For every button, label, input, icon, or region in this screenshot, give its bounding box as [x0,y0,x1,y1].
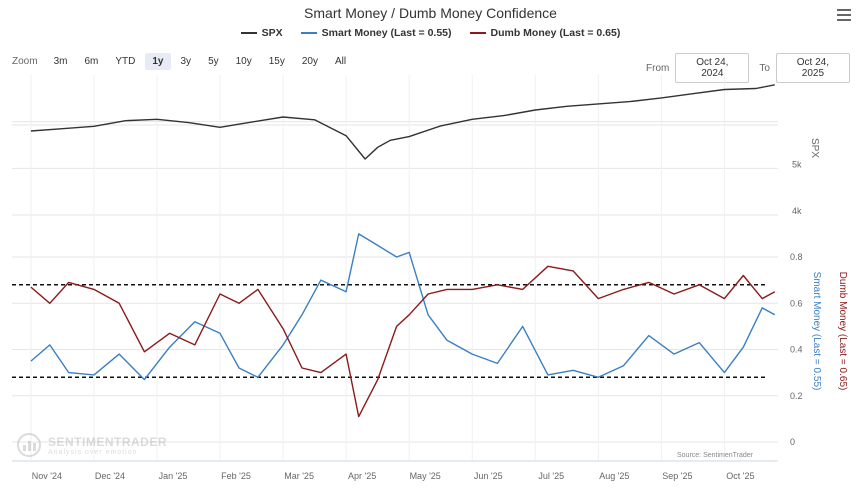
x-tick-label: Dec '24 [95,471,125,481]
spx-axis-title: SPX [809,138,820,158]
x-tick-label: Sep '25 [662,471,692,481]
zoom-button-15y[interactable]: 15y [268,56,285,67]
zoom-button-1y[interactable]: 1y [145,53,171,70]
x-tick-label: Aug '25 [599,471,629,481]
legend-swatch-dumb-money [469,32,486,34]
dumb-money-line [30,265,776,418]
confidence-tick-label: 0.2 [790,391,803,401]
spx-tick-label: 4k [792,206,802,216]
confidence-tick-label: 0.4 [790,345,803,355]
gridlines [12,75,778,462]
legend-item-dumb-money[interactable]: Dumb Money (Last = 0.65) [469,27,621,39]
x-tick-label: Jun '25 [474,471,503,481]
spx-tick-label: 5k [792,159,802,169]
zoom-button-3y[interactable]: 3y [180,56,192,67]
range-selector: From Oct 24, 2024 To Oct 24, 2025 [646,53,850,83]
watermark-brand: SENTIMENTRADER [48,434,168,449]
chart-title: Smart Money / Dumb Money Confidence [304,5,557,21]
x-tick-label: Feb '25 [221,471,251,481]
legend-item-spx[interactable]: SPX [240,27,283,39]
zoom-button-5y[interactable]: 5y [208,56,219,67]
hamburger-menu-icon[interactable] [837,9,851,21]
zoom-button-3m[interactable]: 3m [53,56,68,67]
legend-label-dumb-money: Dumb Money (Last = 0.65) [490,27,621,39]
legend-item-smart-money[interactable]: Smart Money (Last = 0.55) [300,27,452,39]
zoom-bar: Zoom 3m 6m YTD 1y 3y 5y 10y 15y 20y All [12,53,353,70]
reference-lines [12,284,766,378]
confidence-tick-label: 0 [790,437,795,447]
legend-swatch-spx [240,32,257,34]
x-tick-label: Apr '25 [348,471,376,481]
series-lines [30,84,776,418]
x-axis: Nov '24 Dec '24 Jan '25 Feb '25 Mar '25 Apr '… [32,471,755,481]
legend: SPX Smart Money (Last = 0.55) Dumb Money… [0,27,861,39]
spx-line [30,84,775,160]
x-tick-label: Mar '25 [284,471,314,481]
zoom-button-ytd[interactable]: YTD [115,56,136,67]
smart-money-axis-title: Smart Money (Last = 0.55) [811,272,822,391]
legend-label-spx: SPX [261,27,283,39]
watermark-tagline: Analysis over emotion [48,448,138,456]
confidence-tick-label: 0.6 [790,298,803,308]
watermark-logo: SENTIMENTRADER Analysis over emotion [16,432,167,458]
watermark-icon [17,433,41,457]
x-tick-label: Nov '24 [32,471,62,481]
dumb-money-axis-title: Dumb Money (Last = 0.65) [837,272,848,391]
confidence-axis: 0.8 0.6 0.4 0.2 0 Smart Money (Last = 0.55) Du… [790,252,848,447]
x-tick-label: May '25 [410,471,441,481]
from-date-input[interactable]: Oct 24, 2024 [675,53,750,83]
zoom-button-all[interactable]: All [335,56,347,67]
to-date-input[interactable]: Oct 24, 2025 [775,53,850,83]
confidence-tick-label: 0.8 [790,252,803,262]
to-label: To [759,62,770,74]
zoom-button-20y[interactable]: 20y [301,56,318,67]
from-label: From [646,62,670,74]
zoom-label: Zoom [12,56,38,67]
source-credit: Source: SentimenTrader [677,452,753,459]
x-tick-label: Jul '25 [538,471,564,481]
zoom-button-10y[interactable]: 10y [235,56,252,67]
legend-swatch-smart-money [300,32,317,34]
x-tick-label: Jan '25 [159,471,188,481]
zoom-button-6m[interactable]: 6m [84,56,99,67]
spx-axis: 5k 4k SPX [792,138,820,216]
legend-label-smart-money: Smart Money (Last = 0.55) [321,27,452,39]
x-tick-label: Oct '25 [726,471,754,481]
smart-money-line [30,233,776,381]
